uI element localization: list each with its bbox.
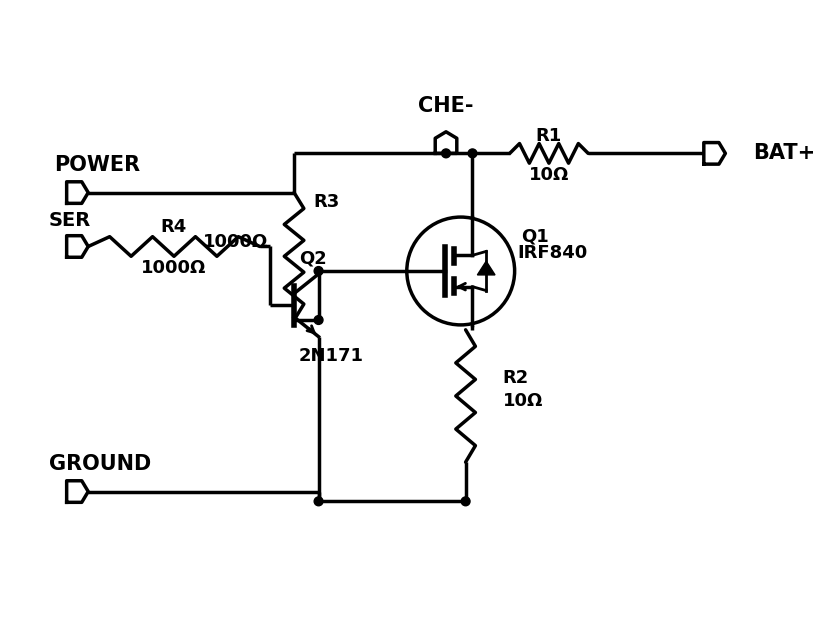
Text: Q2: Q2 (299, 249, 327, 268)
Text: SER: SER (49, 211, 92, 230)
Text: 1000Ω: 1000Ω (203, 232, 268, 251)
Circle shape (468, 149, 477, 158)
Circle shape (461, 497, 470, 506)
Text: R1: R1 (535, 127, 562, 145)
Text: 10Ω: 10Ω (529, 166, 569, 184)
Circle shape (314, 316, 323, 324)
Text: 1000Ω: 1000Ω (141, 259, 207, 277)
Circle shape (314, 267, 323, 275)
Circle shape (314, 497, 323, 506)
Text: R3: R3 (314, 193, 340, 211)
Text: IRF840: IRF840 (517, 244, 588, 262)
Text: R4: R4 (161, 218, 187, 236)
Text: BAT+: BAT+ (753, 143, 815, 163)
Circle shape (441, 149, 450, 158)
Text: R2: R2 (503, 369, 529, 387)
Text: 2N171: 2N171 (299, 348, 364, 365)
Text: Q1: Q1 (521, 228, 549, 246)
Text: GROUND: GROUND (49, 454, 151, 474)
Text: 10Ω: 10Ω (503, 392, 543, 410)
Text: POWER: POWER (54, 155, 140, 175)
Polygon shape (478, 261, 495, 275)
Text: CHE-: CHE- (418, 96, 474, 116)
